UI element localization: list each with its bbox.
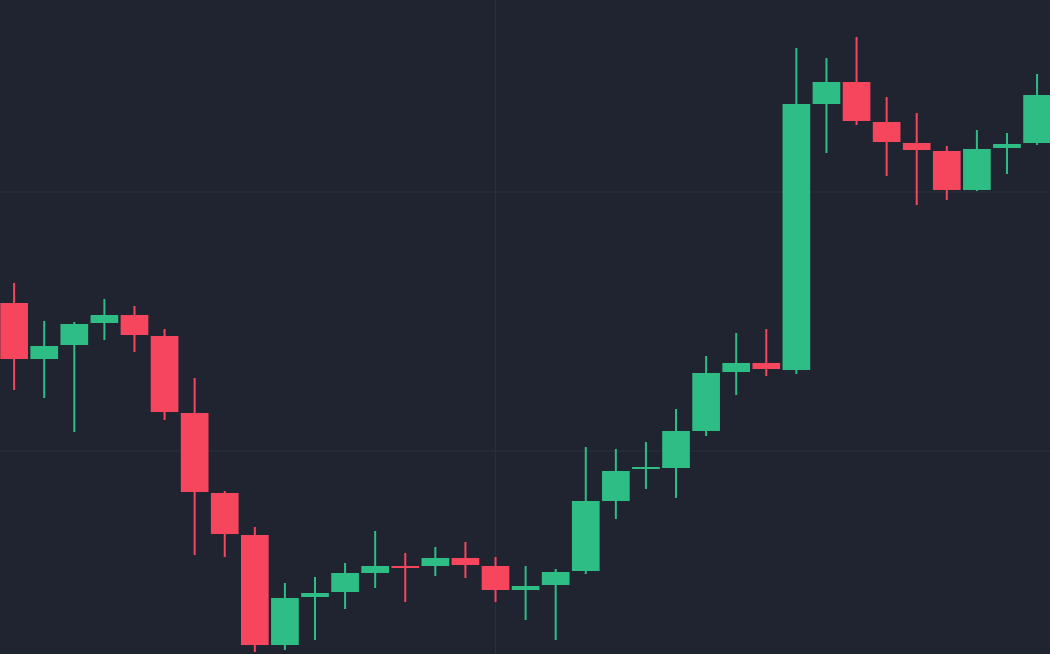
candle-body [571,501,600,571]
candle-body [842,82,871,121]
candle-body [752,363,781,369]
candle-body [963,149,991,190]
candle-body [932,151,961,190]
candle-body [30,346,59,359]
candle-body [0,303,28,359]
candle-body [481,566,510,590]
candle-body [210,493,239,534]
candle-body [451,558,480,565]
candle-body [60,324,89,345]
candle-body [120,315,149,335]
candle-body [902,143,931,150]
candle-body [391,566,420,568]
candle-body [301,593,329,597]
candle-body [90,315,119,323]
candle-body [602,471,630,501]
candle-body [632,467,660,469]
candle-body [511,586,540,590]
candle-body [541,572,570,585]
candle-body [1023,95,1050,143]
candle-body [361,566,390,573]
candle-body [722,363,751,372]
candle-body [872,122,901,142]
candle-body [180,413,209,492]
candle-body [812,82,841,104]
candle-body [993,144,1021,148]
candle-body [331,573,359,592]
candle-body [692,373,720,431]
candle-body [421,558,450,566]
candle-body [240,535,269,645]
candle-body [782,104,811,370]
candle-body [271,598,299,645]
candle-body [150,336,179,412]
candle-body [662,431,690,468]
